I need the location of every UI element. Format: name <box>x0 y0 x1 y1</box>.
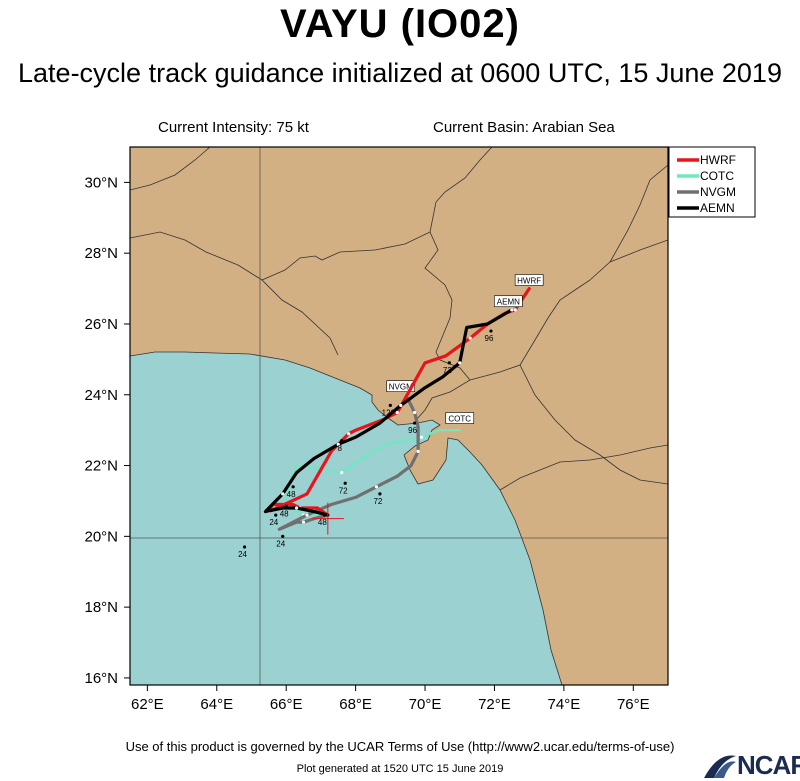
time-label: 24 <box>238 550 247 559</box>
y-tick-label: 20°N <box>84 528 118 545</box>
end-label-nvgm: NVGM <box>389 383 413 392</box>
time-label: 48 <box>318 518 327 527</box>
time-marker <box>489 329 493 333</box>
time-label: 96 <box>408 426 417 435</box>
track-point <box>413 410 417 415</box>
track-point <box>340 471 344 475</box>
track-point <box>347 432 351 436</box>
track-point <box>510 308 514 312</box>
x-tick-label: 64°E <box>200 696 233 713</box>
end-label-box <box>494 295 523 308</box>
time-marker <box>413 421 417 425</box>
border-line <box>609 164 668 263</box>
time-marker <box>242 545 247 549</box>
border-line <box>469 279 591 381</box>
legend-label-nvgm: NVGM <box>700 185 736 199</box>
border-line <box>519 364 668 485</box>
time-label: 24 <box>269 518 278 527</box>
track-aemn <box>263 308 514 517</box>
x-tick-label: 74°E <box>548 696 581 713</box>
end-label-cotc: COTC <box>448 415 471 424</box>
track-point <box>468 336 472 340</box>
time-label: 72 <box>339 486 348 495</box>
y-tick-label: 24°N <box>84 387 118 404</box>
track-point <box>399 403 403 407</box>
track-point <box>374 485 379 489</box>
border-line <box>589 239 668 281</box>
track-point <box>513 308 517 312</box>
y-tick-label: 16°N <box>84 670 118 687</box>
time-label: 96 <box>485 334 494 343</box>
track-point <box>295 506 299 510</box>
track-point <box>458 361 462 365</box>
time-marker <box>340 439 344 443</box>
time-marker <box>343 481 347 485</box>
track-point <box>305 513 309 517</box>
end-label-box <box>445 412 475 424</box>
track-point <box>419 435 424 439</box>
x-tick-label: 68°E <box>339 696 372 713</box>
page-subtitle: Late-cycle track guidance initialized at… <box>18 58 782 88</box>
border-line <box>499 444 668 491</box>
x-tick-label: 72°E <box>478 696 511 713</box>
generated-timestamp: Plot generated at 1520 UTC 15 June 2019 <box>296 763 504 775</box>
legend-label-aemn: AEMN <box>700 201 735 215</box>
time-marker <box>378 492 382 496</box>
y-tick-label: 28°N <box>84 245 118 262</box>
legend-label-hwrf: HWRF <box>700 153 736 167</box>
current-basin: Current Basin: Arabian Sea <box>433 119 615 136</box>
time-label: 120 <box>382 408 396 417</box>
border-line <box>261 147 493 281</box>
track-point <box>395 410 399 415</box>
border-line <box>415 231 471 421</box>
time-marker <box>274 513 278 517</box>
legend-label-cotc: COTC <box>700 169 734 183</box>
y-tick-label: 30°N <box>84 174 118 191</box>
time-label: 24 <box>276 539 285 548</box>
time-marker <box>447 361 451 365</box>
time-marker <box>388 403 392 407</box>
page-title: VAYU (IO02) <box>280 2 520 46</box>
end-label-hwrf: HWRF <box>517 277 541 286</box>
ncar-logo: NCAR <box>737 750 800 780</box>
time-label: 72 <box>443 366 452 375</box>
y-tick-label: 22°N <box>84 458 118 475</box>
border-line <box>130 231 339 356</box>
y-tick-label: 18°N <box>84 599 118 616</box>
time-label: 48 <box>280 509 289 518</box>
end-label-aemn: AEMN <box>497 298 520 307</box>
time-label: 72 <box>373 497 382 506</box>
end-label-box <box>386 380 416 392</box>
x-tick-label: 62°E <box>131 696 164 713</box>
time-label: 48 <box>287 490 296 499</box>
x-tick-label: 66°E <box>270 696 303 713</box>
legend: HWRF COTC NVGM AEMN <box>668 146 756 218</box>
map-frame <box>129 146 669 686</box>
end-label-box <box>514 274 544 286</box>
time-marker <box>291 485 295 489</box>
time-label: 8 <box>338 444 343 453</box>
border-line <box>130 147 211 191</box>
time-marker <box>281 534 285 538</box>
ncar-logo-icon <box>704 755 736 778</box>
current-intensity: Current Intensity: 75 kt <box>158 119 309 136</box>
terms-of-use: Use of this product is governed by the U… <box>125 739 675 754</box>
x-tick-label: 76°E <box>617 696 650 713</box>
x-tick-label: 70°E <box>409 696 442 713</box>
track-point <box>416 449 420 453</box>
track-point <box>336 442 340 446</box>
y-tick-label: 26°N <box>84 316 118 333</box>
track-point <box>281 492 285 496</box>
track-point <box>301 520 306 524</box>
